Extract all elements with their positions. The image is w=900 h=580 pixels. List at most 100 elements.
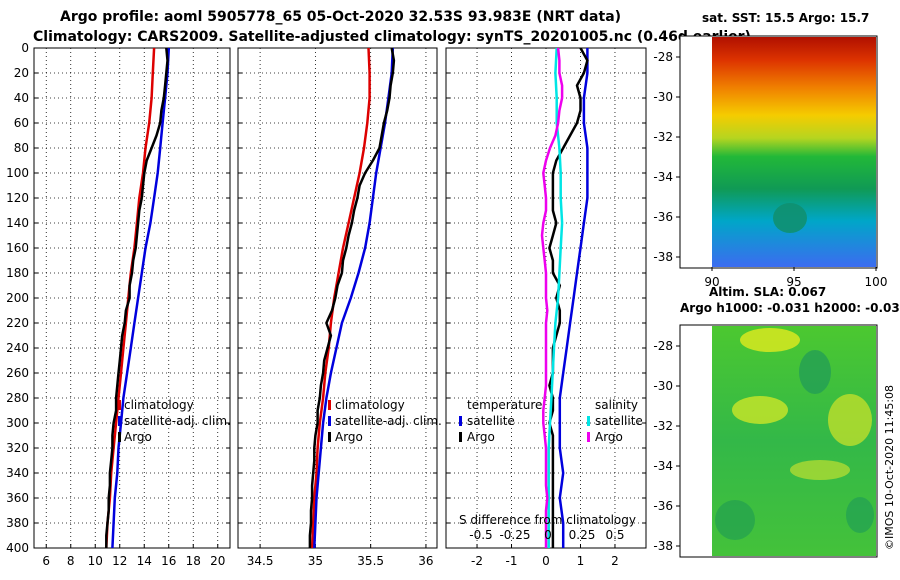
sst-map-cool-eddy <box>773 203 807 233</box>
imos-watermark: ©IMOS 10-Oct-2020 11:45:08 <box>883 385 896 550</box>
x-tick-label: 36 <box>418 554 433 568</box>
map-y-tick-label: -34 <box>653 170 673 184</box>
salinity-x-axis: 34.5 35 35.5 36 <box>247 544 434 568</box>
map-y-tick-label: -38 <box>653 539 673 553</box>
title-line1: Argo profile: aoml 5905778_65 05-Oct-202… <box>60 9 621 25</box>
depth-tick-label: 340 <box>6 466 29 480</box>
legend-swatch-satellite <box>328 416 331 426</box>
depth-tick-label: 80 <box>14 141 29 155</box>
map-y-tick-label: -38 <box>653 250 673 264</box>
sal-diff-tick-label: 0.25 <box>569 528 596 542</box>
x-tick-label: 6 <box>42 554 50 568</box>
depth-tick-label: 280 <box>6 391 29 405</box>
legend-swatch-climatology <box>118 400 121 410</box>
legend-label-argo: Argo <box>335 430 363 444</box>
depth-tick-label: 200 <box>6 291 29 305</box>
x-tick-label: 2 <box>611 554 619 568</box>
x-tick-label: 8 <box>67 554 75 568</box>
map-y-tick-label: -34 <box>653 459 673 473</box>
salinity-series <box>308 48 396 548</box>
map-y-tick-label: -30 <box>653 90 673 104</box>
legend-label-satellite: satellite-adj. clim. <box>335 414 442 428</box>
sal-diff-tick-label: -0.25 <box>499 528 530 542</box>
series-line-temperature-satellite <box>558 48 589 548</box>
x-tick-label: 16 <box>161 554 176 568</box>
legend-label-climatology: climatology <box>124 398 194 412</box>
temperature-legend: climatology satellite-adj. clim. Argo <box>118 398 231 444</box>
sla-anomaly-low <box>846 497 874 533</box>
temperature-series <box>105 48 171 548</box>
map-y-tick-label: -36 <box>653 499 673 513</box>
x-tick-label: 12 <box>112 554 127 568</box>
depth-tick-label: 160 <box>6 241 29 255</box>
salinity-panel-frame <box>237 47 438 549</box>
legend-swatch-satellite <box>118 416 121 426</box>
x-tick-label: 10 <box>88 554 103 568</box>
map-y-tick-label: -36 <box>653 210 673 224</box>
depth-tick-label: 140 <box>6 216 29 230</box>
depth-tick-label: 120 <box>6 191 29 205</box>
legend-label-sal-argo: Argo <box>595 430 623 444</box>
depth-tick-label: 0 <box>21 41 29 55</box>
legend-swatch-temp-argo <box>459 432 462 442</box>
map-y-tick-label: -28 <box>653 50 673 64</box>
series-line-argo <box>105 48 169 548</box>
depth-tick-label: 260 <box>6 366 29 380</box>
series-line-salinity-argo <box>540 48 564 548</box>
temperature-panel-frame <box>33 47 231 549</box>
sst-map-axes: -28 -30 -32 -34 -36 -38 90 95 100 <box>653 50 887 289</box>
sal-diff-tick-label: -0.5 <box>469 528 492 542</box>
x-tick-label: 18 <box>186 554 201 568</box>
map-y-tick-label: -32 <box>653 130 673 144</box>
legend-label-temp-argo: Argo <box>467 430 495 444</box>
depth-tick-label: 320 <box>6 441 29 455</box>
depth-tick-label: 180 <box>6 266 29 280</box>
map-y-tick-label: -28 <box>653 339 673 353</box>
legend-swatch-temp-satellite <box>459 416 462 426</box>
legend-title-temperature: temperature <box>467 398 542 412</box>
map-x-tick-label: 100 <box>865 275 888 289</box>
sla-map-axes: -28 -30 -32 -34 -36 -38 <box>653 339 680 553</box>
series-line-climatology <box>310 48 371 548</box>
difference-series <box>540 48 589 548</box>
legend-label-temp-satellite: satellite <box>467 414 515 428</box>
series-line-temperature-argo <box>548 48 589 548</box>
sal-diff-tick-label: 0.5 <box>605 528 624 542</box>
sla-anomaly-low <box>799 350 831 394</box>
depth-tick-label: 240 <box>6 341 29 355</box>
series-line-satellite-adj-clim- <box>111 48 171 548</box>
depth-tick-label: 400 <box>6 541 29 555</box>
depth-tick-label: 40 <box>14 91 29 105</box>
sla-map-anomalies <box>715 328 874 540</box>
legend-swatch-argo <box>328 432 331 442</box>
sla-map-title-line1: Altim. SLA: 0.067 <box>709 285 826 299</box>
series-line-salinity-satellite <box>547 48 564 548</box>
temperature-grid <box>34 48 230 548</box>
legend-label-climatology: climatology <box>335 398 405 412</box>
map-x-tick-label: 95 <box>786 275 801 289</box>
salinity-legend: climatology satellite-adj. clim. Argo <box>328 398 442 444</box>
series-line-argo <box>308 48 396 548</box>
depth-tick-label: 380 <box>6 516 29 530</box>
x-tick-label: 35 <box>308 554 323 568</box>
legend-swatch-climatology <box>328 400 331 410</box>
sla-anomaly-high <box>790 460 850 480</box>
map-y-tick-label: -30 <box>653 379 673 393</box>
salinity-difference-axis: S difference from climatology -0.5 -0.25… <box>459 513 636 542</box>
x-tick-label: 0 <box>542 554 550 568</box>
x-tick-label: 34.5 <box>247 554 274 568</box>
depth-axis: 0 20 40 60 80 100 120 140 160 180 200 220 240 260 280 3… <box>6 41 646 555</box>
x-tick-label: 14 <box>137 554 152 568</box>
sla-anomaly-high <box>732 396 788 424</box>
x-tick-label: 35.5 <box>357 554 384 568</box>
legend-swatch-sal-argo <box>587 432 590 442</box>
temperature-x-axis: 6 8 10 12 14 16 18 20 <box>42 544 225 568</box>
x-tick-label: -2 <box>471 554 483 568</box>
sla-anomaly-high <box>740 328 800 352</box>
depth-tick-label: 360 <box>6 491 29 505</box>
title-line2: Climatology: CARS2009. Satellite-adjuste… <box>33 29 751 45</box>
legend-swatch-argo <box>118 432 121 442</box>
sla-anomaly-low <box>715 500 755 540</box>
x-tick-label: 20 <box>210 554 225 568</box>
